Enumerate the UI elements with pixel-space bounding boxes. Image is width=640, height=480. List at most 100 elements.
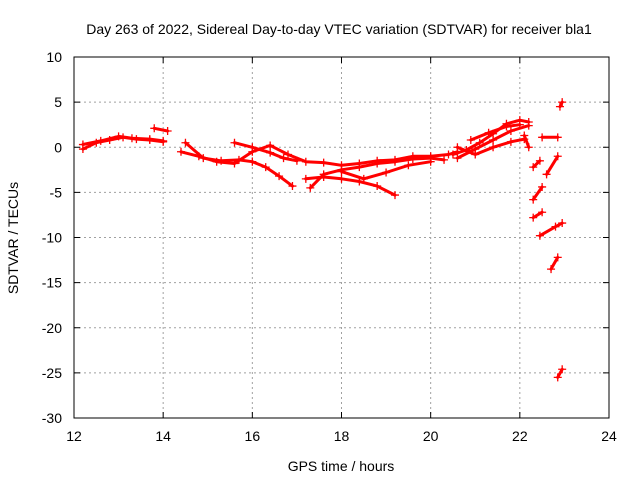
data-point bbox=[284, 150, 292, 159]
x-tick-label: 14 bbox=[155, 428, 171, 444]
data-point bbox=[177, 147, 185, 156]
data-point bbox=[301, 174, 310, 183]
series-arc-3 bbox=[150, 124, 172, 136]
series-line bbox=[531, 185, 544, 202]
data-point bbox=[359, 174, 368, 183]
data-point bbox=[404, 161, 413, 170]
data-series bbox=[78, 98, 567, 382]
data-point bbox=[217, 156, 226, 165]
data-point bbox=[484, 128, 493, 137]
series-arc-21 bbox=[547, 253, 562, 274]
data-point bbox=[114, 132, 123, 141]
data-point bbox=[248, 143, 257, 152]
series-line bbox=[522, 134, 531, 149]
data-point bbox=[288, 182, 297, 191]
data-point bbox=[553, 253, 562, 262]
data-point bbox=[529, 213, 538, 222]
series-line bbox=[538, 221, 564, 238]
data-point bbox=[529, 163, 538, 172]
data-point bbox=[382, 168, 391, 177]
grid bbox=[74, 57, 609, 418]
data-point bbox=[127, 134, 136, 143]
series-line bbox=[531, 159, 542, 169]
series-arc-11 bbox=[453, 121, 533, 163]
series-arc-8 bbox=[306, 154, 449, 192]
data-point bbox=[181, 138, 190, 147]
data-point bbox=[261, 163, 270, 172]
data-point bbox=[529, 195, 538, 204]
series-arc-7 bbox=[301, 173, 399, 200]
data-point bbox=[408, 154, 417, 163]
data-point bbox=[319, 170, 328, 179]
data-point bbox=[248, 157, 257, 166]
y-tick-label: -30 bbox=[42, 410, 62, 426]
series-arc-14 bbox=[520, 131, 533, 152]
series-line bbox=[556, 367, 564, 379]
y-tick-labels: 10 5 0 -5 -10 -15 -20 -25 -30 bbox=[42, 49, 62, 426]
series-arc-20 bbox=[535, 219, 567, 240]
series-arc-22 bbox=[555, 98, 567, 111]
data-point bbox=[145, 135, 154, 144]
series-arc-6 bbox=[230, 138, 301, 165]
data-point bbox=[535, 231, 544, 240]
data-point bbox=[538, 182, 547, 191]
data-point bbox=[551, 222, 560, 231]
y-tick-label: 0 bbox=[54, 139, 62, 155]
series-arc-15 bbox=[538, 133, 562, 142]
y-tick-label: -25 bbox=[42, 365, 62, 381]
data-point bbox=[301, 157, 310, 166]
data-point bbox=[199, 154, 208, 163]
series-arc-19 bbox=[529, 208, 547, 222]
data-point bbox=[471, 150, 480, 159]
x-tick-label: 12 bbox=[66, 428, 82, 444]
data-point bbox=[553, 133, 562, 142]
data-point bbox=[558, 365, 567, 374]
data-point bbox=[453, 143, 462, 152]
data-point bbox=[542, 170, 551, 179]
data-point bbox=[489, 136, 498, 145]
data-point bbox=[555, 102, 564, 111]
data-point bbox=[535, 156, 544, 165]
data-point bbox=[355, 163, 364, 172]
plot-frame bbox=[73, 56, 610, 419]
x-tick-labels: 12 14 16 18 20 22 24 bbox=[66, 428, 617, 444]
data-point bbox=[426, 157, 435, 166]
y-tick-label: -10 bbox=[42, 230, 62, 246]
x-tick-label: 20 bbox=[423, 428, 439, 444]
data-point bbox=[292, 156, 301, 165]
y-tick-label: -15 bbox=[42, 275, 62, 291]
series-arc-12 bbox=[466, 120, 524, 145]
y-tick-label: 10 bbox=[46, 49, 62, 65]
series-line bbox=[531, 210, 544, 220]
y-tick-label: -20 bbox=[42, 320, 62, 336]
data-point bbox=[337, 167, 346, 176]
data-point bbox=[440, 155, 449, 164]
data-point bbox=[453, 154, 462, 163]
data-point bbox=[266, 148, 275, 157]
data-point bbox=[558, 98, 567, 107]
series-arc-5 bbox=[181, 138, 297, 191]
data-point bbox=[391, 191, 399, 200]
data-point bbox=[275, 172, 284, 181]
data-point bbox=[506, 137, 515, 146]
data-point bbox=[337, 174, 346, 183]
data-point bbox=[150, 124, 159, 133]
data-point bbox=[319, 158, 328, 167]
data-point bbox=[373, 159, 382, 168]
data-point bbox=[547, 265, 556, 274]
data-point bbox=[78, 140, 87, 149]
x-tick-label: 16 bbox=[245, 428, 261, 444]
data-point bbox=[163, 127, 172, 136]
data-point bbox=[96, 136, 105, 145]
series-arc-16 bbox=[529, 156, 544, 172]
data-point bbox=[515, 120, 524, 129]
y-tick-label: -5 bbox=[50, 184, 63, 200]
data-point bbox=[558, 219, 567, 228]
series-line bbox=[179, 143, 459, 167]
data-point bbox=[502, 122, 511, 131]
x-tick-label: 24 bbox=[601, 428, 617, 444]
series-arc-2 bbox=[78, 132, 168, 149]
series-line bbox=[549, 255, 560, 271]
data-point bbox=[553, 152, 562, 161]
